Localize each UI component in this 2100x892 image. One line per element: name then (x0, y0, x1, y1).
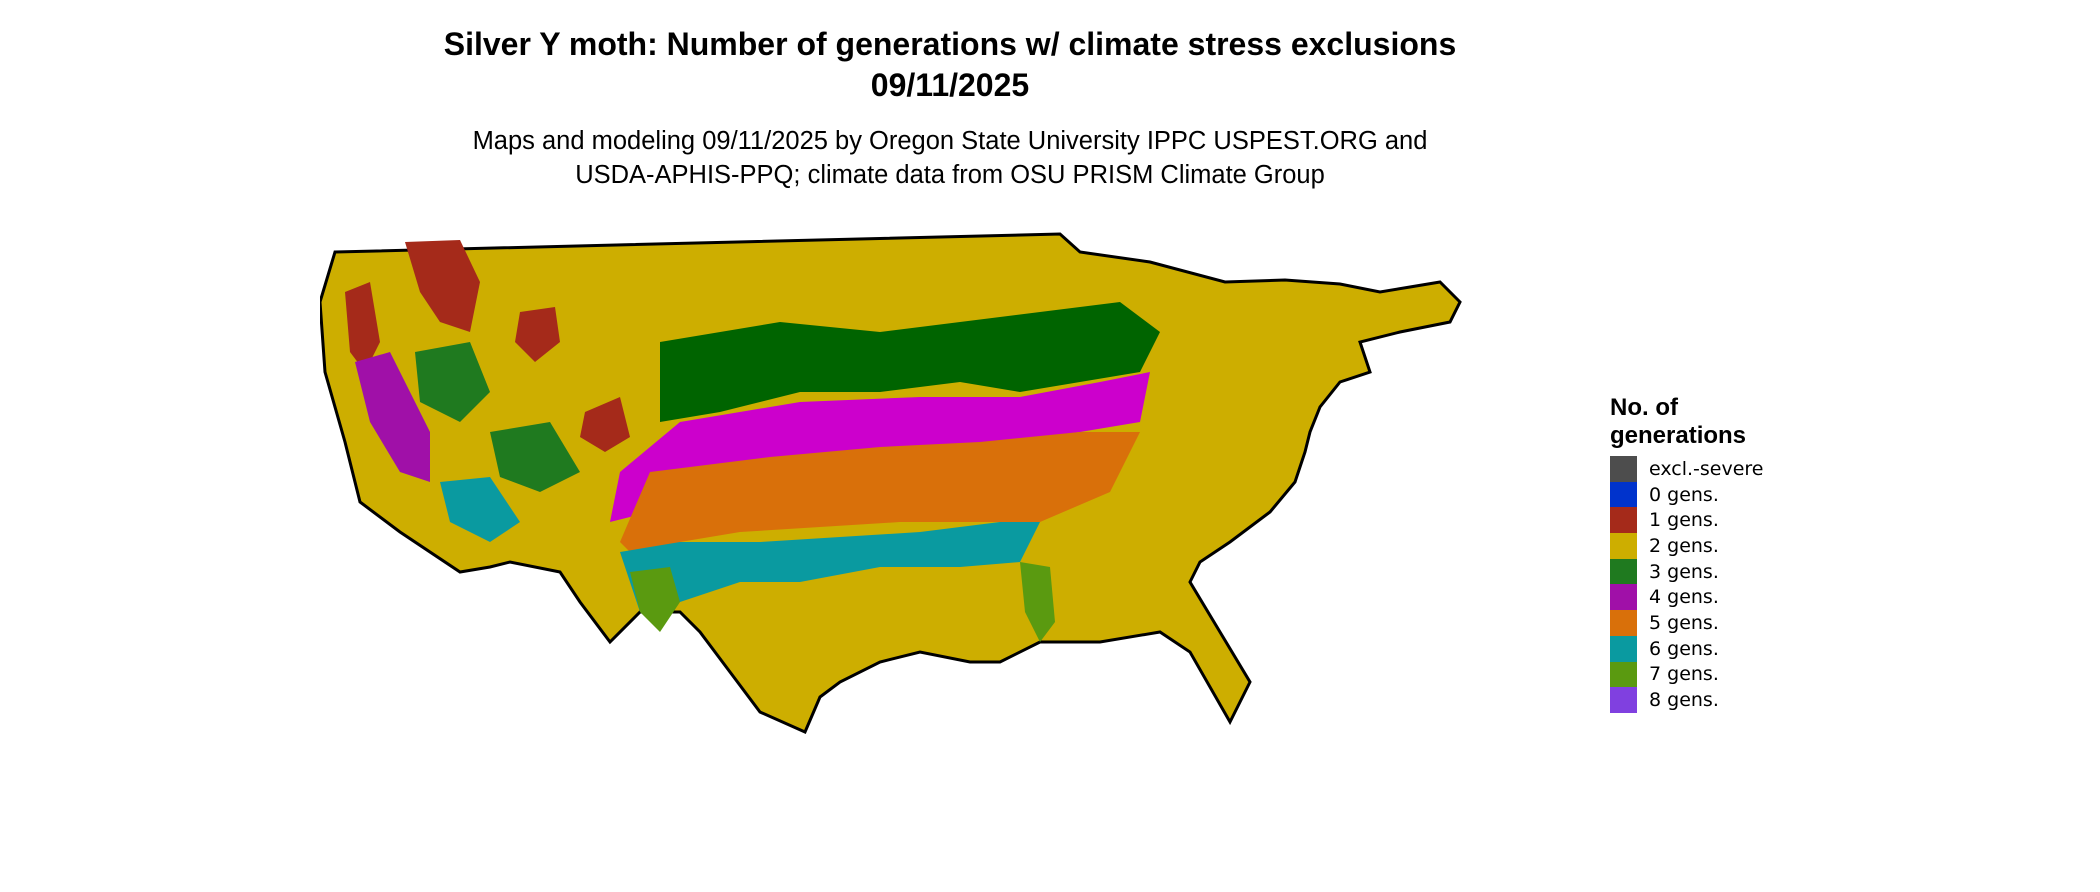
legend-item: 3 gens. (1610, 558, 1764, 585)
legend-item: 2 gens. (1610, 533, 1764, 559)
us-generations-map (320, 232, 1462, 734)
legend-label: 8 gens. (1649, 689, 1719, 712)
region-7-gens-florida (1020, 562, 1055, 642)
legend-swatch (1610, 456, 1637, 482)
legend-label: excl.-severe (1649, 457, 1764, 480)
legend-item: 7 gens. (1610, 661, 1764, 688)
map-title: Silver Y moth: Number of generations w/ … (0, 24, 1900, 106)
legend-swatch (1610, 507, 1637, 534)
legend-label: 0 gens. (1649, 483, 1719, 506)
legend-label: 7 gens. (1649, 663, 1719, 686)
region-3-gens-great-basin (415, 342, 490, 422)
legend-swatch (1610, 635, 1637, 662)
legend-title-line-2: generations (1610, 422, 1747, 449)
legend-label: 4 gens. (1649, 586, 1719, 609)
legend-item: 5 gens. (1610, 610, 1764, 636)
region-1-gens-cascades (345, 282, 380, 372)
region-5-gens-band (620, 432, 1140, 562)
legend-swatch (1610, 610, 1637, 636)
region-1-gens-colorado (580, 397, 630, 452)
legend-swatch (1610, 558, 1637, 585)
legend-label: 3 gens. (1649, 560, 1719, 583)
legend-title-line-1: No. of (1610, 394, 1678, 421)
region-1-gens-wyoming (515, 307, 560, 362)
subtitle-line-1: Maps and modeling 09/11/2025 by Oregon S… (472, 127, 1428, 155)
legend-item: 0 gens. (1610, 481, 1764, 508)
legend-label: 6 gens. (1649, 637, 1719, 660)
legend: No. of generations excl.-severe 0 gens. 1 … (1610, 394, 1764, 713)
region-7-gens-south-texas (630, 567, 680, 632)
title-line-2: 09/11/2025 (870, 67, 1030, 103)
legend-title: No. of generations (1610, 394, 1764, 450)
legend-swatch (1610, 687, 1637, 713)
legend-item: excl.-severe (1610, 456, 1764, 482)
legend-swatch (1610, 533, 1637, 559)
region-3-gens-central-band (660, 302, 1160, 422)
legend-item: 1 gens. (1610, 507, 1764, 534)
legend-item: 6 gens. (1610, 635, 1764, 662)
title-line-1: Silver Y moth: Number of generations w/ … (443, 26, 1457, 62)
region-6-gens-gulf (620, 522, 1040, 612)
subtitle-line-2: USDA-APHIS-PPQ; climate data from OSU PR… (575, 161, 1325, 189)
region-4-gens-california (355, 352, 430, 482)
map-subtitle: Maps and modeling 09/11/2025 by Oregon S… (0, 124, 1900, 192)
legend-swatch (1610, 481, 1637, 508)
legend-swatch (1610, 584, 1637, 611)
region-3-gens-southwest (490, 422, 580, 492)
legend-swatch (1610, 661, 1637, 688)
legend-items: excl.-severe 0 gens. 1 gens. 2 gens. 3 gens.… (1610, 456, 1764, 713)
legend-label: 1 gens. (1649, 509, 1719, 532)
legend-item: 4 gens. (1610, 584, 1764, 611)
legend-label: 5 gens. (1649, 611, 1719, 634)
region-1-gens-northern-rockies (405, 240, 480, 332)
legend-label: 2 gens. (1649, 534, 1719, 557)
legend-item: 8 gens. (1610, 687, 1764, 713)
region-6-gens-arizona (440, 477, 520, 542)
